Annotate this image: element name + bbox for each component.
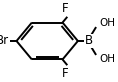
Text: OH: OH (99, 18, 115, 28)
Text: OH: OH (99, 54, 115, 64)
Text: B: B (85, 35, 93, 47)
Text: F: F (62, 67, 69, 80)
Text: F: F (62, 2, 69, 15)
Text: Br: Br (0, 35, 9, 47)
